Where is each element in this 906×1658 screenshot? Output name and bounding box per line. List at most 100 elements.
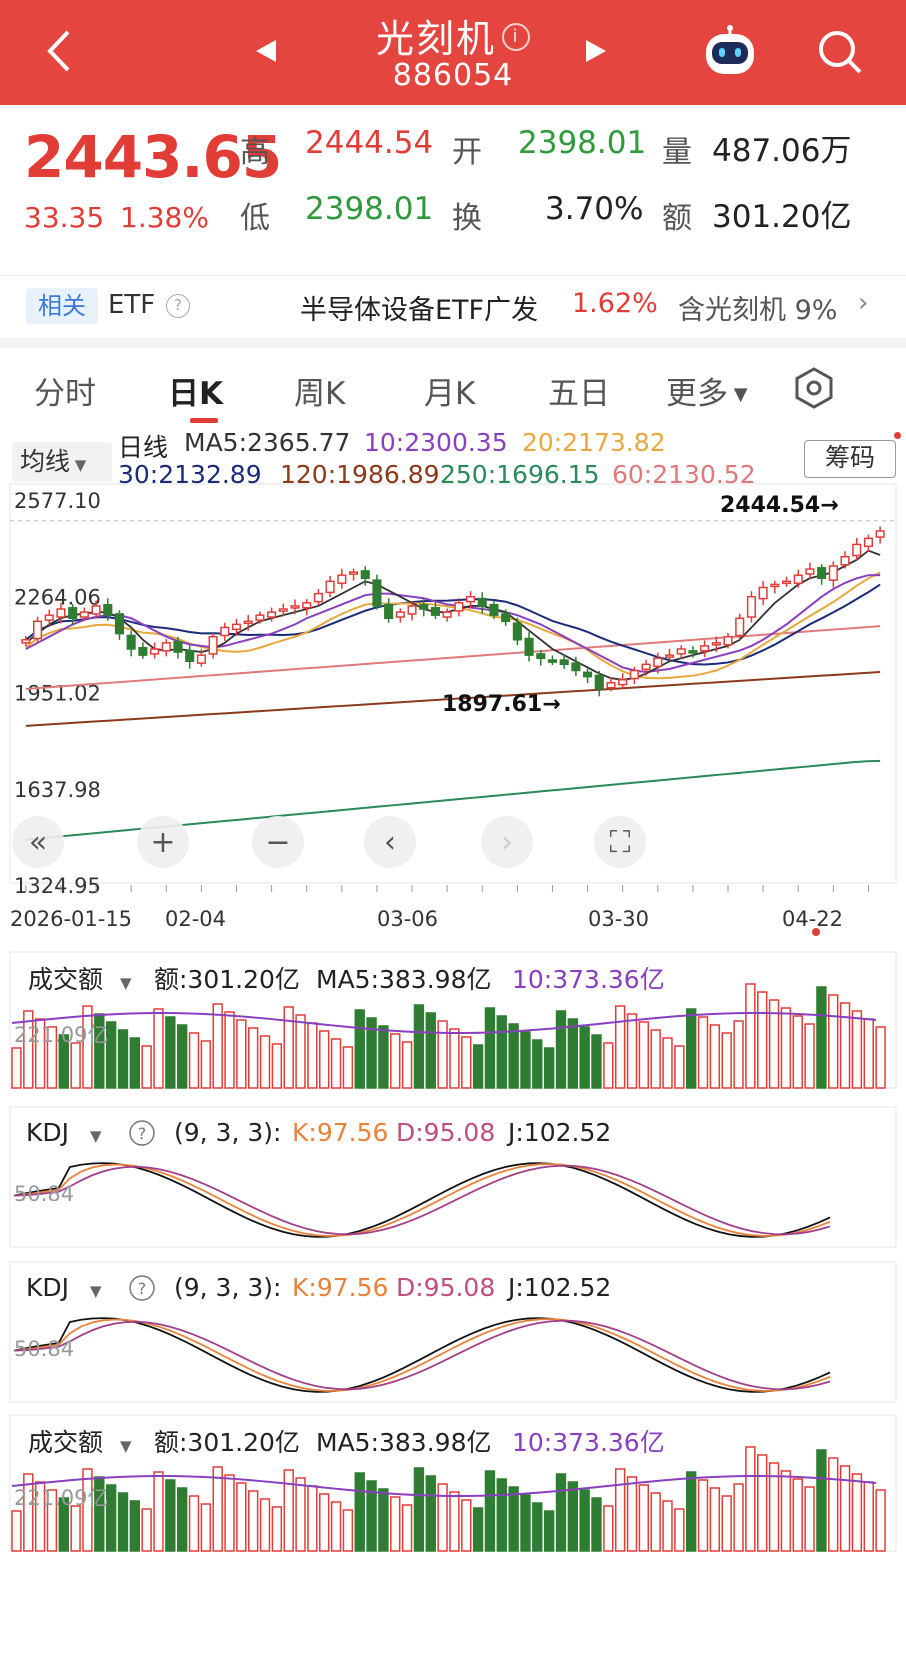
kdj-d-line	[13, 1319, 831, 1391]
zoom-out-icon[interactable]	[252, 816, 304, 868]
etf-name[interactable]: 半导体设备ETF广发	[300, 295, 539, 326]
help-icon	[129, 1275, 155, 1301]
candlestick-chart[interactable]: 2577.102264.061951.021637.981324.952444.…	[0, 480, 906, 940]
turnover-ma10-label: 10:373.36亿	[512, 1428, 665, 1457]
volume-bar-down	[543, 1047, 555, 1089]
candle-up	[442, 611, 452, 618]
candle-up	[770, 583, 780, 588]
help-icon-glyph: ?	[138, 1124, 147, 1143]
tab-more[interactable]: 更多 ▼	[666, 368, 748, 413]
candle-down	[138, 647, 148, 656]
low-value: 2398.01	[305, 191, 434, 227]
volume-bar-up	[342, 1046, 354, 1089]
volume-bar-up	[603, 1042, 614, 1089]
volume-bar-down	[532, 1502, 543, 1552]
candle-up	[243, 620, 253, 625]
candle-down	[68, 607, 78, 619]
indicator-selector[interactable]: 均线 ▼	[12, 442, 112, 482]
pan-left-icon-glyph: ‹	[384, 825, 396, 860]
volume-bar-up	[141, 1508, 152, 1552]
volume-bar-up	[461, 1499, 472, 1552]
kdj-j-label: J:102.52	[506, 1118, 611, 1147]
latest-date-dot	[812, 928, 820, 936]
related-etf-bar[interactable]: 相关 ETF ? 半导体设备ETF广发 1.62% 含光刻机 9% ›	[0, 275, 906, 335]
next-stock-icon[interactable]	[584, 38, 608, 64]
volume-bar-up	[768, 1462, 780, 1552]
ma10-label: 10:2300.35	[364, 428, 508, 457]
candle-up	[348, 571, 359, 575]
tab-intraday[interactable]: 分时	[34, 376, 96, 412]
candle-up	[676, 648, 686, 655]
volume-bar-up	[212, 1466, 223, 1552]
volume-bar-down	[591, 1497, 602, 1552]
help-icon-glyph: ?	[138, 1279, 147, 1298]
volume-bar-up	[212, 1003, 223, 1089]
volume-bar-down	[484, 1007, 496, 1089]
tab-daily-k[interactable]: 日K	[168, 376, 224, 412]
turnover-panel-duplicate[interactable]: 成交额 ▼ 额:301.20亿 MA5:383.98亿 10:373.36亿 221.09…	[0, 1413, 906, 1658]
turnover-value-label: 额:301.20亿	[154, 965, 300, 994]
volume-bar-down	[165, 1016, 176, 1089]
previous-stock-icon[interactable]	[254, 38, 278, 64]
volume-bar-up	[626, 1013, 638, 1089]
turnover-ma10-label: 10:373.36亿	[512, 965, 665, 994]
candle-down	[360, 570, 370, 580]
volume-bar-up	[839, 1465, 851, 1552]
volume-bar-up	[828, 994, 839, 1089]
help-icon[interactable]: ?	[166, 294, 190, 318]
candle-up	[33, 620, 43, 640]
candle-down	[547, 659, 558, 663]
max-price-label: 2444.54→	[720, 493, 839, 518]
tab-five-day[interactable]: 五日	[548, 376, 610, 412]
pan-right-icon[interactable]	[481, 816, 533, 868]
volume-bar-down	[58, 1497, 69, 1552]
kdj-panel[interactable]: KDJ ▼? (9, 3, 3): K:97.56 D:95.08 J:102.52 50.…	[0, 1105, 906, 1255]
turnover-panel[interactable]: 成交额 ▼ 额:301.20亿 MA5:383.98亿 10:373.36亿 221.09…	[0, 950, 906, 1100]
fullscreen-icon-glyph: ⛶	[610, 825, 631, 860]
tab-monthly-k[interactable]: 月K	[424, 376, 476, 412]
x-tick-label: 2026-01-15	[10, 907, 132, 931]
tab-weekly-k[interactable]: 周K	[294, 376, 346, 412]
y-tick-label: 1637.98	[14, 778, 101, 802]
volume-bar-up	[70, 1505, 81, 1552]
chips-distribution-button[interactable]: 筹码	[804, 440, 896, 478]
kdj-j-line	[13, 1317, 831, 1393]
candle-down	[372, 579, 382, 607]
volume-bar-up	[792, 1015, 803, 1089]
info-icon[interactable]: i	[502, 23, 530, 51]
volume-bar-up	[875, 1489, 886, 1552]
volume-bar-up	[141, 1045, 152, 1089]
chevron-right-icon[interactable]: ›	[858, 288, 869, 318]
candle-down	[103, 603, 113, 616]
zoom-in-icon[interactable]	[137, 816, 189, 868]
robot-assistant-icon[interactable]	[700, 24, 760, 80]
volume-bar-down	[579, 1026, 590, 1089]
amount-label: 额	[662, 201, 692, 236]
caret-down-icon: ▼	[120, 974, 132, 992]
double-chevron-left-icon[interactable]	[12, 816, 64, 868]
candle-up	[337, 574, 347, 584]
settings-hexagon-icon[interactable]	[792, 366, 836, 410]
pan-left-icon[interactable]	[364, 816, 416, 868]
kdj-panel-duplicate[interactable]: KDJ ▼? (9, 3, 3): K:97.56 D:95.08 J:102.52 50.…	[0, 1260, 906, 1410]
candle-up	[629, 669, 639, 680]
back-arrow-icon[interactable]	[38, 26, 88, 76]
candle-down	[114, 613, 125, 635]
x-tick-label: 04-22	[782, 907, 843, 931]
volume-bar-up	[330, 1501, 342, 1552]
volume-bar-down	[508, 1023, 519, 1089]
candle-up	[793, 574, 803, 584]
volume-bar-up	[23, 1010, 34, 1089]
fullscreen-icon[interactable]	[594, 816, 646, 868]
volume-bar-down	[378, 1488, 389, 1552]
volume-bar-up	[70, 1042, 81, 1089]
volume-bar-up	[792, 1478, 803, 1552]
search-icon[interactable]	[816, 28, 864, 76]
candle-up	[653, 657, 663, 667]
candle-up	[746, 595, 756, 618]
volume-bar-up	[851, 1010, 863, 1089]
candle-up	[302, 602, 312, 609]
volume-bar-down	[520, 1031, 531, 1089]
kdj-j-line	[13, 1162, 831, 1238]
panel-title: KDJ	[26, 1273, 69, 1302]
